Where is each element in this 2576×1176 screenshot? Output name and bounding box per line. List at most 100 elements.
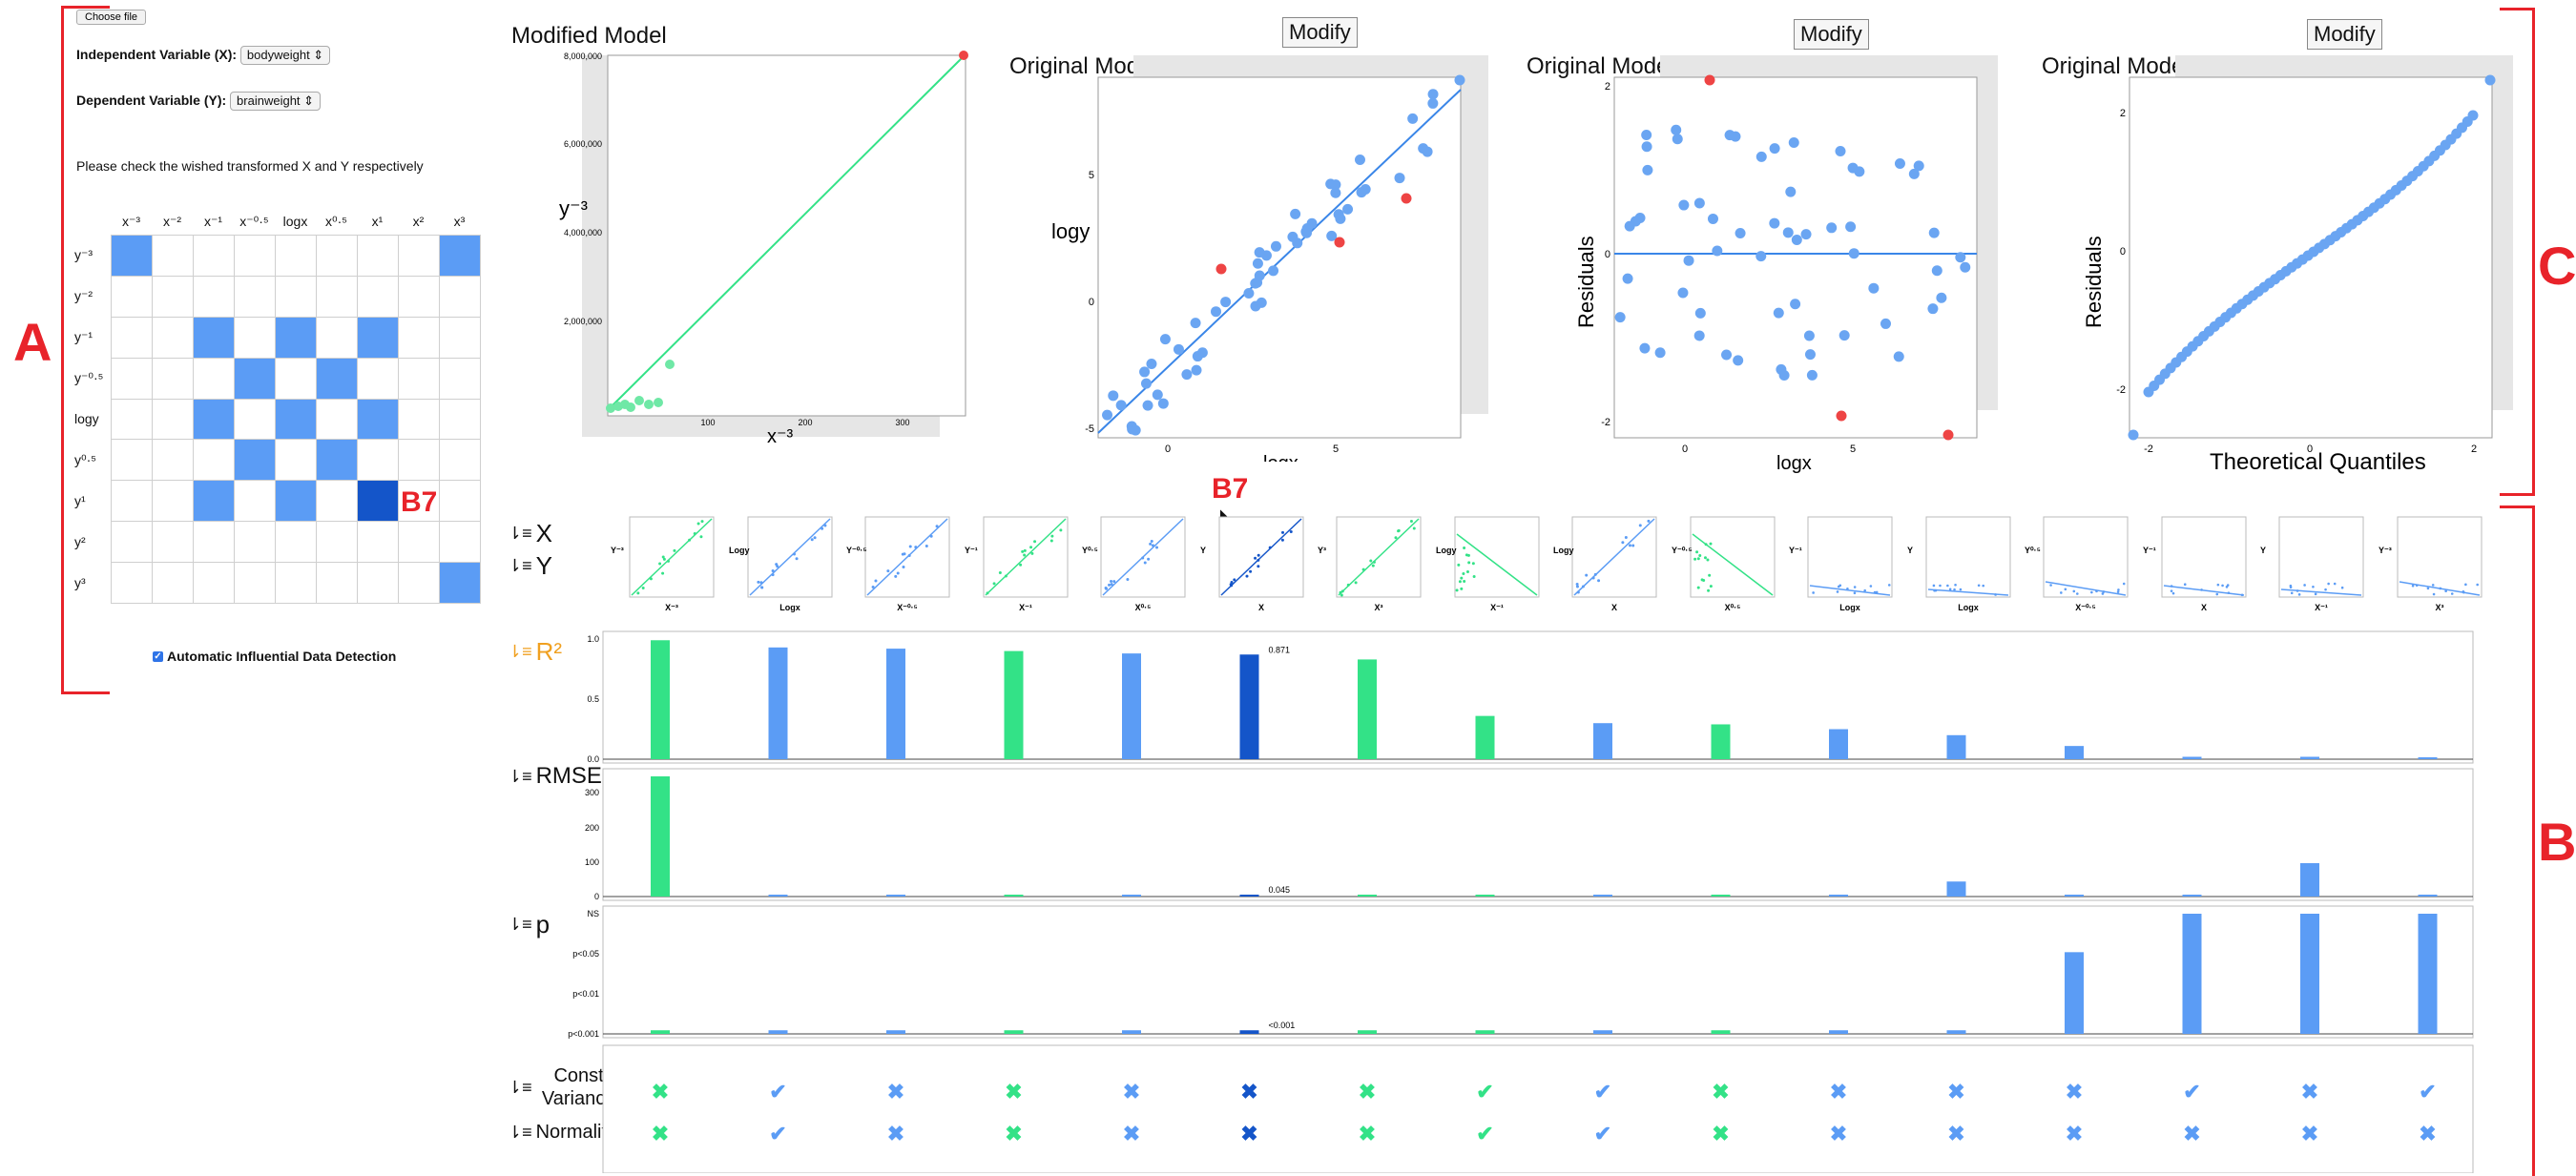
data-point[interactable] [1173,343,1184,355]
data-point[interactable] [1270,240,1281,252]
model-thumbnail[interactable]: Logy Logx [729,515,843,612]
data-point[interactable] [1671,124,1682,135]
data-point[interactable] [1622,273,1633,284]
matrix-cell[interactable] [357,316,399,359]
data-point[interactable] [1769,143,1780,155]
sort-r2-control[interactable]: ⇂≡ R² [508,637,562,667]
data-point[interactable] [1152,389,1163,401]
matrix-cell[interactable] [152,275,194,318]
metric-bar[interactable] [651,776,670,897]
data-point[interactable] [1192,351,1203,362]
data-point[interactable] [1142,400,1153,411]
data-point[interactable] [1769,217,1780,229]
model-thumbnail[interactable]: Y⁻⁰·⁵ X⁻⁰·⁵ [846,515,961,612]
data-point[interactable] [1755,251,1767,262]
metric-bar[interactable] [1946,734,1966,759]
data-point[interactable] [1418,143,1429,155]
matrix-cell[interactable] [193,439,235,482]
metric-bar[interactable] [2418,914,2438,1034]
auto-detect-checkbox[interactable]: ✓ [153,650,163,662]
data-point[interactable] [1211,306,1222,318]
metric-bar[interactable] [1829,895,1848,897]
metric-bar[interactable] [2300,914,2319,1034]
data-point[interactable] [1268,265,1279,277]
data-point[interactable] [1639,342,1651,354]
model-thumbnail[interactable]: Y⁻³ X³ [2379,515,2493,612]
data-point[interactable] [1641,141,1652,153]
matrix-cell[interactable] [275,235,317,277]
data-point[interactable] [1641,129,1652,140]
data-point[interactable] [1791,234,1802,245]
data-point[interactable] [1335,213,1346,224]
matrix-cell[interactable] [234,398,276,441]
data-point[interactable] [1330,179,1341,191]
matrix-cell[interactable] [234,480,276,523]
matrix-cell[interactable] [398,521,440,563]
influential-point[interactable] [959,51,968,60]
metric-bar[interactable] [1711,1030,1731,1034]
data-point[interactable] [1880,318,1891,329]
data-point[interactable] [1790,299,1801,310]
matrix-cell[interactable] [111,480,153,523]
data-point[interactable] [1306,217,1318,229]
matrix-cell[interactable] [193,398,235,441]
matrix-cell[interactable] [234,521,276,563]
data-point[interactable] [2484,74,2496,86]
data-point[interactable] [1694,307,1706,319]
matrix-cell[interactable] [111,398,153,441]
data-point[interactable] [1683,255,1694,266]
model-thumbnail[interactable]: Y⁻¹ X⁻¹ [965,515,1079,612]
data-point[interactable] [1806,369,1818,381]
data-point[interactable] [1730,131,1741,142]
matrix-cell[interactable] [152,357,194,400]
metric-bar[interactable] [2418,895,2438,897]
data-point[interactable] [1707,213,1718,224]
data-point[interactable] [1342,203,1354,215]
matrix-cell[interactable] [193,562,235,604]
modify-button[interactable]: Modify [2307,19,2382,50]
model-thumbnail[interactable]: Y⁻¹ X [2143,515,2257,612]
data-point[interactable] [1181,369,1193,381]
data-point[interactable] [1735,227,1746,238]
metric-bar[interactable] [2065,952,2084,1034]
data-point[interactable] [1191,364,1202,376]
metric-bar[interactable] [1358,1030,1377,1034]
matrix-cell[interactable] [193,275,235,318]
data-point[interactable] [1927,303,1939,315]
matrix-cell[interactable] [316,275,358,318]
data-point[interactable] [1250,278,1261,289]
metric-bar[interactable] [1122,653,1141,759]
data-point[interactable] [1835,145,1846,156]
matrix-cell[interactable] [398,235,440,277]
metric-bar[interactable] [2418,757,2438,759]
data-point[interactable] [1130,424,1141,436]
data-point[interactable] [644,400,654,409]
matrix-cell[interactable] [439,398,481,441]
data-point[interactable] [1614,312,1626,323]
data-point[interactable] [1782,227,1794,238]
matrix-cell[interactable] [316,521,358,563]
data-point[interactable] [1427,97,1439,109]
metric-bar[interactable] [2065,746,2084,759]
data-point[interactable] [2467,110,2479,121]
metric-bar[interactable] [1593,895,1612,897]
matrix-cell[interactable] [234,562,276,604]
model-thumbnail[interactable]: Y⁻¹ Logx [1789,515,1903,612]
data-point[interactable] [1773,307,1784,319]
metric-bar[interactable] [1122,1030,1141,1034]
matrix-cell[interactable] [152,562,194,604]
matrix-cell[interactable] [398,398,440,441]
data-point[interactable] [665,360,675,369]
matrix-cell[interactable] [275,439,317,482]
influential-point[interactable] [1401,193,1412,204]
modify-button[interactable]: Modify [1282,17,1358,48]
data-point[interactable] [1894,158,1905,170]
data-point[interactable] [1354,154,1365,165]
influential-point[interactable] [1942,429,1954,441]
sort-rmse-control[interactable]: ⇂≡ RMSE [508,763,602,790]
data-point[interactable] [1407,113,1419,124]
model-thumbnail[interactable]: Y Logx [1907,515,2022,612]
data-point[interactable] [1908,168,1920,179]
data-point[interactable] [1454,74,1465,86]
